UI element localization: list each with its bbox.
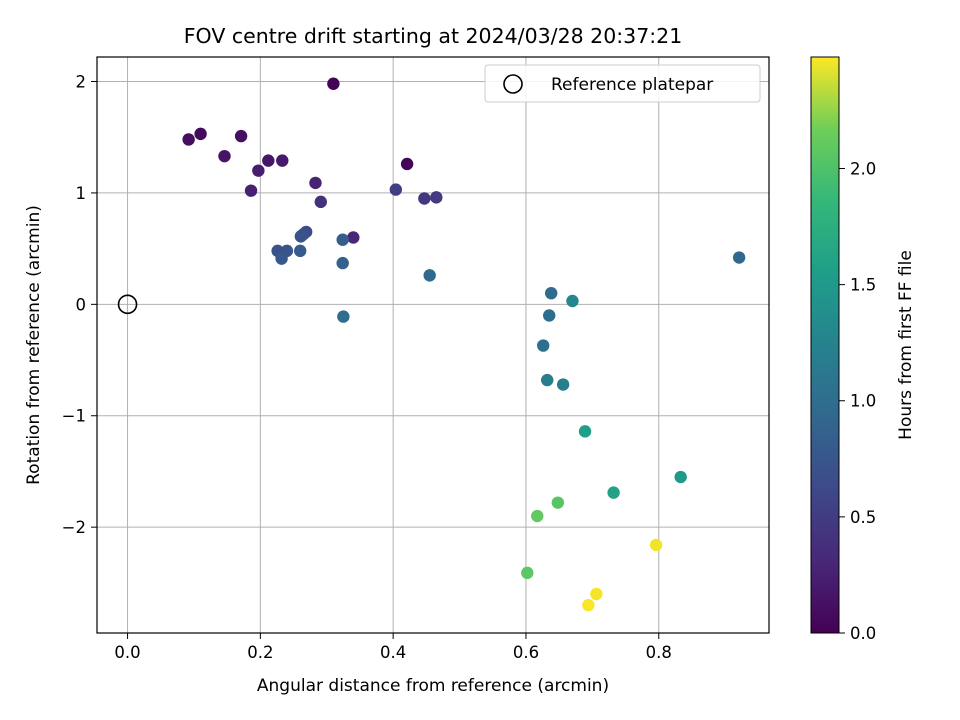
data-point bbox=[541, 373, 554, 387]
y-tick-label: 0 bbox=[76, 295, 87, 314]
colorbar-tick-label: 0.0 bbox=[850, 624, 876, 643]
colorbar-tick-label: 1.0 bbox=[850, 392, 876, 411]
data-point bbox=[418, 192, 431, 205]
data-point bbox=[336, 233, 349, 246]
data-point bbox=[347, 231, 360, 244]
data-point bbox=[674, 470, 687, 484]
plot-background bbox=[97, 57, 769, 633]
data-point bbox=[649, 538, 663, 552]
data-point bbox=[337, 310, 350, 323]
data-point bbox=[537, 339, 550, 352]
data-point bbox=[566, 294, 579, 308]
y-axis-ticks: −2 −1 0 1 2 bbox=[62, 73, 97, 537]
data-point bbox=[294, 230, 308, 243]
colorbar-gradient bbox=[811, 57, 839, 633]
colorbar-tick-label: 2.0 bbox=[850, 159, 876, 178]
data-point bbox=[244, 184, 258, 197]
legend-box bbox=[484, 64, 761, 103]
data-point bbox=[309, 176, 322, 190]
y-tick-label: 1 bbox=[76, 184, 87, 203]
data-point bbox=[423, 269, 436, 282]
data-point bbox=[543, 309, 556, 322]
x-tick-label: 0.6 bbox=[513, 643, 539, 662]
data-point bbox=[336, 256, 349, 270]
reference-platepar-marker bbox=[117, 294, 138, 315]
colorbar-ticks: 0.0 0.5 1.0 1.5 2.0 bbox=[839, 159, 876, 643]
x-tick-label: 0.4 bbox=[380, 643, 406, 662]
y-tick-label: −1 bbox=[62, 407, 86, 426]
data-point bbox=[732, 251, 746, 264]
x-tick-label: 0.2 bbox=[247, 643, 273, 662]
data-point bbox=[531, 509, 544, 523]
data-point bbox=[234, 129, 248, 143]
colorbar-frame bbox=[810, 56, 840, 634]
legend-entry: Reference platepar bbox=[551, 75, 713, 95]
legend-marker bbox=[503, 74, 523, 94]
data-point bbox=[400, 157, 414, 171]
data-point bbox=[556, 378, 570, 391]
y-axis-label: Rotation from reference (arcmin) bbox=[24, 205, 44, 485]
plot-area: 0.0 0.2 0.4 0.6 0.8 −2 −1 0 1 2 bbox=[62, 56, 770, 662]
data-point bbox=[252, 164, 265, 177]
x-axis-label: Angular distance from reference (arcmin) bbox=[257, 676, 609, 696]
x-tick-label: 0.0 bbox=[114, 643, 140, 662]
legend: Reference platepar bbox=[484, 64, 761, 103]
data-point bbox=[218, 149, 231, 163]
data-point bbox=[194, 127, 207, 141]
data-point bbox=[276, 154, 289, 167]
data-point bbox=[389, 183, 403, 196]
data-point bbox=[551, 496, 565, 509]
x-axis-ticks: 0.0 0.2 0.4 0.6 0.8 bbox=[114, 633, 672, 662]
colorbar-tick-label: 1.5 bbox=[850, 276, 876, 295]
data-point bbox=[578, 425, 592, 438]
data-point bbox=[521, 566, 534, 580]
data-points bbox=[182, 77, 746, 612]
data-point bbox=[590, 587, 603, 601]
data-point bbox=[314, 195, 327, 209]
colorbar-tick-label: 0.5 bbox=[850, 508, 876, 527]
y-tick-label: −2 bbox=[62, 518, 86, 537]
chart-title: FOV centre drift starting at 2024/03/28 … bbox=[184, 24, 683, 48]
data-point bbox=[607, 486, 620, 499]
data-point bbox=[544, 286, 558, 300]
data-point bbox=[582, 598, 595, 612]
data-point bbox=[293, 244, 307, 258]
colorbar: 0.0 0.5 1.0 1.5 2.0 Hours from first FF file bbox=[810, 56, 916, 643]
data-point bbox=[430, 191, 443, 204]
data-point bbox=[275, 252, 288, 265]
y-tick-label: 2 bbox=[76, 73, 87, 92]
plot-frame bbox=[96, 56, 770, 634]
colorbar-label: Hours from first FF file bbox=[896, 250, 916, 440]
data-point bbox=[262, 154, 275, 167]
data-point bbox=[182, 133, 195, 146]
x-tick-label: 0.8 bbox=[646, 643, 672, 662]
data-point bbox=[327, 77, 340, 90]
